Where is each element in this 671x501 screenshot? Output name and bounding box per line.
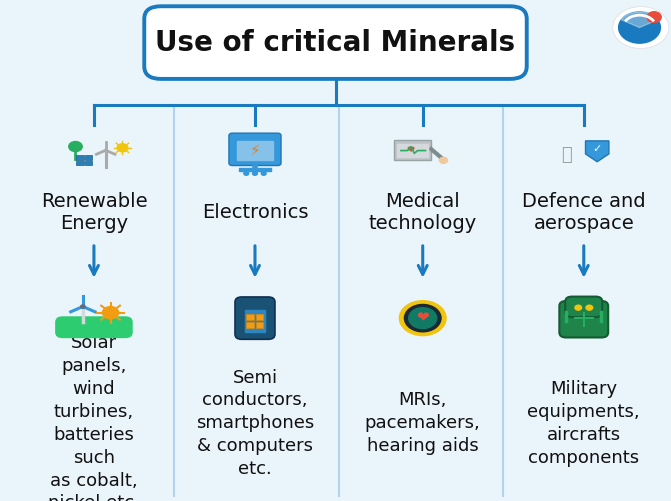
Text: Defence and
aerospace: Defence and aerospace bbox=[522, 192, 646, 233]
Circle shape bbox=[613, 7, 669, 49]
FancyBboxPatch shape bbox=[565, 297, 603, 317]
Bar bbox=[246, 315, 254, 320]
Text: ⚡: ⚡ bbox=[250, 143, 260, 158]
FancyBboxPatch shape bbox=[560, 301, 608, 338]
Text: Use of critical Minerals: Use of critical Minerals bbox=[156, 29, 515, 57]
Bar bbox=[76, 155, 84, 160]
Circle shape bbox=[409, 308, 437, 329]
Text: ❤: ❤ bbox=[416, 310, 429, 325]
Wedge shape bbox=[621, 12, 658, 28]
Bar bbox=[85, 155, 93, 160]
Circle shape bbox=[647, 12, 661, 23]
Text: ✓: ✓ bbox=[592, 144, 602, 154]
Circle shape bbox=[252, 172, 258, 175]
Bar bbox=[244, 310, 266, 332]
Text: Electronics: Electronics bbox=[202, 203, 308, 222]
Bar bbox=[237, 141, 273, 160]
Text: Solar
panels,
wind
turbines,
batteries
such
as cobalt,
nickel etc.: Solar panels, wind turbines, batteries s… bbox=[48, 334, 140, 501]
Circle shape bbox=[399, 301, 446, 336]
Bar bbox=[240, 168, 270, 171]
Text: ❤: ❤ bbox=[407, 145, 415, 155]
Circle shape bbox=[81, 305, 85, 308]
FancyBboxPatch shape bbox=[229, 133, 281, 165]
Text: 🚀: 🚀 bbox=[561, 146, 572, 164]
Text: Renewable
Energy: Renewable Energy bbox=[41, 192, 147, 233]
Circle shape bbox=[244, 172, 249, 175]
FancyBboxPatch shape bbox=[144, 7, 527, 79]
Text: Semi
conductors,
smartphones
& computers
etc.: Semi conductors, smartphones & computers… bbox=[196, 369, 314, 478]
Bar bbox=[246, 322, 254, 328]
Bar bbox=[268, 311, 270, 317]
Circle shape bbox=[575, 305, 582, 310]
Bar bbox=[256, 315, 263, 320]
Polygon shape bbox=[586, 141, 609, 162]
Circle shape bbox=[117, 144, 128, 152]
Circle shape bbox=[586, 305, 592, 310]
Bar bbox=[76, 161, 84, 165]
Circle shape bbox=[69, 142, 83, 152]
Text: Military
equipments,
aircrafts
components: Military equipments, aircrafts component… bbox=[527, 380, 640, 467]
Text: MRIs,
pacemakers,
hearing aids: MRIs, pacemakers, hearing aids bbox=[365, 391, 480, 455]
Circle shape bbox=[405, 305, 441, 332]
Bar bbox=[256, 322, 263, 328]
Bar bbox=[397, 144, 428, 157]
FancyBboxPatch shape bbox=[56, 317, 132, 338]
Circle shape bbox=[261, 172, 266, 175]
FancyBboxPatch shape bbox=[235, 297, 275, 339]
Bar bbox=[395, 140, 431, 160]
Bar bbox=[85, 161, 93, 165]
Circle shape bbox=[619, 12, 660, 43]
Text: Medical
technology: Medical technology bbox=[368, 192, 477, 233]
Circle shape bbox=[103, 307, 119, 319]
Circle shape bbox=[440, 157, 448, 163]
